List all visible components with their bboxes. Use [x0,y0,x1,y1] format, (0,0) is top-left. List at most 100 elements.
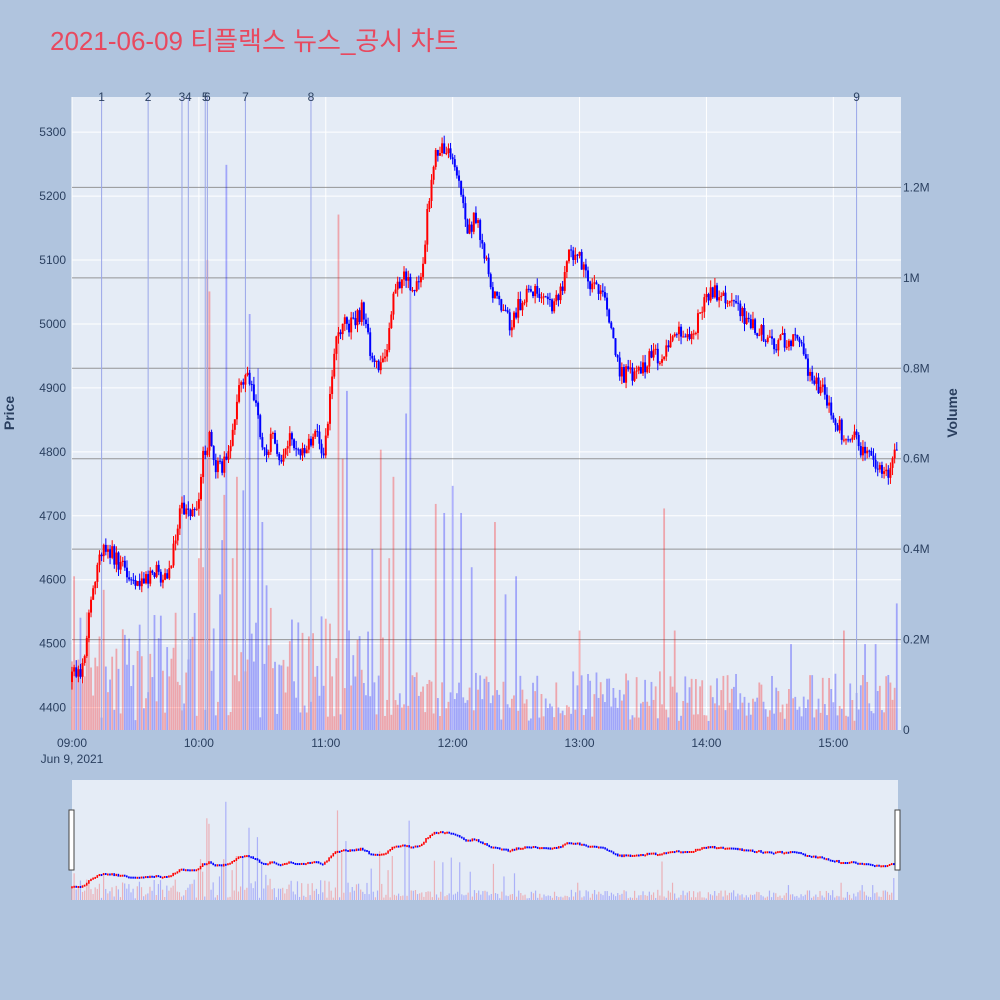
preview-candle [650,852,653,855]
volume-bar [730,688,733,730]
preview-candle [595,845,598,848]
candle-body [90,599,93,613]
volume-bar [119,713,122,730]
candle-body [688,334,691,340]
preview-candle [212,862,214,866]
range-slider-left-handle[interactable] [68,809,75,871]
preview-candle [629,854,632,857]
volume-bar [341,458,344,730]
preview-volume-bar [168,890,170,900]
preview-candle [380,853,383,856]
candle-body [286,446,289,449]
preview-candle [366,849,368,852]
candle-body [696,313,699,333]
volume-bar [143,708,145,730]
preview-volume-bar [284,893,286,900]
preview-candle [109,873,111,876]
volume-bar [219,594,221,730]
preview-volume-bar [286,888,288,900]
preview-candle [646,852,649,856]
preview-volume-bar [560,896,562,900]
volume-bar [134,720,137,730]
preview-volume-bar [362,891,364,900]
preview-candle [817,856,819,859]
range-slider-right-handle[interactable] [894,809,901,871]
volume-bar [580,675,583,730]
candle-body [453,159,456,168]
preview-candle [656,854,659,857]
preview-candle [756,851,758,854]
candle-body [726,302,729,304]
preview-candle [520,847,522,850]
volume-bar [690,678,693,730]
candle-body [601,290,604,293]
candle-body [411,290,414,292]
volume-bar [362,682,365,730]
preview-candle [119,874,122,877]
candle-body [477,220,480,223]
preview-volume-bar [878,896,880,900]
preview-candle [488,844,491,848]
candle-body [386,349,389,357]
preview-volume-bar [204,896,206,900]
preview-volume-bar [303,895,305,900]
range-slider[interactable] [72,780,898,900]
volume-bar [642,701,644,730]
candle-body [235,401,238,420]
candle-body [449,148,452,158]
candle-body [430,179,433,201]
volume-bar [386,699,389,730]
preview-volume-bar [206,818,208,900]
preview-volume-bar [575,892,577,900]
preview-candle [821,856,823,859]
preview-candle [486,843,488,846]
main-plot-area[interactable] [72,97,901,730]
preview-candle [73,885,75,888]
preview-volume-bar [813,896,815,900]
volume-bar [572,671,575,730]
preview-candle [774,851,777,854]
preview-candle [861,862,863,865]
volume-bar [673,630,676,730]
volume-bar [81,683,84,730]
candle-body [485,257,488,259]
candle-body [233,419,236,430]
preview-volume-bar [484,890,486,900]
preview-volume-bar [558,897,560,900]
candle-body [388,328,391,350]
preview-candle [176,871,179,874]
volume-bar [153,615,156,730]
volume-bar [191,636,194,730]
preview-candle [741,848,743,852]
volume-bar [458,682,460,730]
range-slider-preview [71,801,895,900]
preview-volume-bar [682,890,684,900]
volume-bar [348,630,350,730]
candle-body [371,355,374,359]
preview-candle [206,863,208,866]
preview-candle [610,850,613,853]
preview-volume-bar [888,894,891,900]
preview-candle [684,851,686,854]
volume-bar [752,698,754,730]
candle-body [751,319,754,329]
candle-body [589,281,592,290]
preview-volume-bar [376,890,379,900]
preview-candle [871,864,874,867]
preview-candle [730,847,733,850]
preview-volume-bar [429,891,431,900]
preview-candle [302,862,305,865]
volume-bar [574,709,577,730]
volume-bar [96,666,99,730]
candle-body [565,261,568,273]
candle-body [661,359,664,363]
date-label: Jun 9, 2021 [41,752,104,766]
candle-body [187,508,190,510]
volume-bar [563,715,566,730]
candle-body [692,333,695,335]
preview-candle [701,847,703,850]
y2-axis-title: Volume [944,388,960,438]
candle-body [117,552,120,570]
preview-candle [265,863,267,866]
preview-volume-bar [821,895,823,900]
